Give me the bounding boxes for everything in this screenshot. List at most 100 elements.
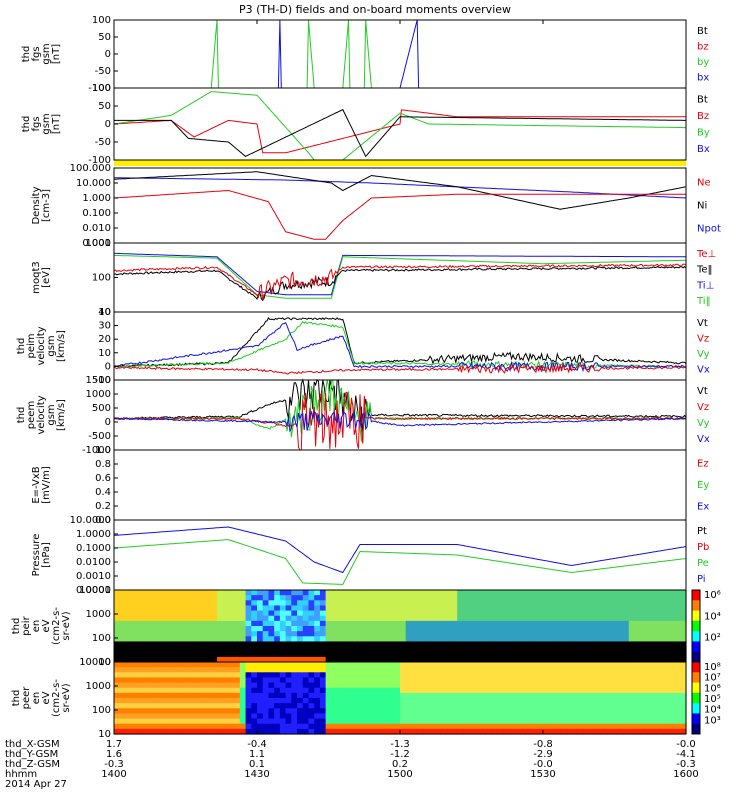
- spec-cell: [176, 626, 184, 632]
- spec-cell: [325, 646, 332, 653]
- spec-cell: [268, 631, 275, 637]
- spec-cell: [251, 631, 258, 637]
- spec-cell: [308, 687, 315, 694]
- spec-cell: [325, 641, 332, 648]
- spec-cell: [182, 590, 189, 596]
- spec-cell: [297, 698, 304, 704]
- spec-cell: [222, 687, 229, 694]
- spec-cell: [211, 728, 218, 735]
- spec-cell: [314, 656, 321, 663]
- spec-cell: [194, 708, 201, 715]
- spec-cell: [491, 728, 498, 735]
- spec-cell: [257, 646, 264, 653]
- spec-cell: [571, 595, 578, 601]
- colorbar-band: [692, 651, 700, 663]
- spec-cell: [531, 651, 538, 658]
- spec-cell: [205, 631, 212, 637]
- spec-cell: [623, 626, 630, 632]
- spec-cell: [359, 631, 367, 637]
- spec-cell: [543, 713, 550, 720]
- spec-cell: [508, 708, 515, 715]
- spec-cell: [262, 590, 270, 596]
- spec-cell: [337, 651, 344, 658]
- spec-cell: [537, 590, 544, 596]
- spec-cell: [417, 600, 424, 607]
- spec-cell: [342, 692, 350, 699]
- spec-cell: [176, 620, 184, 627]
- spec-cell: [257, 718, 264, 725]
- spec-cell: [520, 662, 527, 668]
- spec-cell: [171, 636, 178, 643]
- spec-cell: [285, 610, 292, 617]
- spec-cell: [617, 636, 624, 643]
- spec-cell: [142, 641, 149, 648]
- spec-cell: [565, 723, 573, 730]
- spec-cell: [274, 600, 281, 607]
- spec-cell: [428, 656, 435, 663]
- spec-cell: [588, 703, 596, 709]
- spec-cell: [617, 651, 624, 658]
- spec-cell: [394, 656, 401, 663]
- spec-cell: [628, 708, 636, 715]
- spec-cell: [400, 692, 407, 699]
- spec-cell: [342, 703, 350, 709]
- spec-cell: [211, 677, 218, 684]
- spec-cell: [445, 718, 453, 725]
- x-tick-label: -0.3: [676, 759, 696, 770]
- panel-5: 403020100-10thdpeimvelocitygsm[km/s]VtVz…: [16, 307, 710, 386]
- spec-cell: [628, 615, 636, 622]
- spec-cell: [634, 600, 641, 607]
- spec-cell: [136, 667, 144, 673]
- spec-cell: [165, 641, 172, 648]
- spec-cell: [388, 600, 395, 607]
- spec-cell: [268, 610, 275, 617]
- spec-cell: [674, 713, 681, 720]
- spec-cell: [388, 595, 395, 601]
- spec-cell: [428, 723, 435, 730]
- spec-cell: [182, 641, 189, 648]
- spec-cell: [651, 590, 658, 596]
- spec-cell: [228, 626, 235, 632]
- spec-cell: [176, 718, 184, 725]
- spec-cell: [114, 651, 121, 658]
- spec-cell: [645, 636, 653, 643]
- spec-cell: [377, 626, 384, 632]
- spec-cell: [257, 703, 264, 709]
- spec-cell: [617, 692, 624, 699]
- spec-cell: [680, 626, 687, 632]
- spec-cell: [571, 646, 578, 653]
- spec-cell: [285, 672, 292, 679]
- spec-cell: [251, 656, 258, 663]
- spec-cell: [119, 662, 127, 668]
- spec-cell: [577, 667, 584, 673]
- spec-cell: [554, 651, 561, 658]
- spec-cell: [588, 667, 596, 673]
- spec-cell: [651, 610, 658, 617]
- spec-cell: [354, 677, 361, 684]
- spec-cell: [388, 713, 395, 720]
- spec-cell: [405, 728, 413, 735]
- spec-cell: [577, 636, 584, 643]
- spec-cell: [308, 605, 315, 612]
- spec-cell: [525, 682, 533, 689]
- spectrogram-cells: [114, 590, 687, 663]
- spec-cell: [114, 620, 121, 627]
- spec-cell: [674, 728, 681, 735]
- spec-cell: [308, 677, 315, 684]
- spec-cell: [417, 672, 424, 679]
- spec-cell: [451, 610, 458, 617]
- spec-cell: [325, 615, 332, 622]
- spec-cell: [302, 723, 310, 730]
- spec-cell: [228, 615, 235, 622]
- spec-cell: [331, 692, 338, 699]
- spec-cell: [405, 662, 413, 668]
- spec-cell: [537, 708, 544, 715]
- spec-cell: [411, 703, 418, 709]
- spec-cell: [588, 605, 596, 612]
- spec-cell: [554, 600, 561, 607]
- spec-cell: [445, 708, 453, 715]
- colorbar-frame: [691, 661, 701, 735]
- spec-cell: [159, 692, 167, 699]
- spec-cell: [680, 605, 687, 612]
- spec-cell: [531, 682, 538, 689]
